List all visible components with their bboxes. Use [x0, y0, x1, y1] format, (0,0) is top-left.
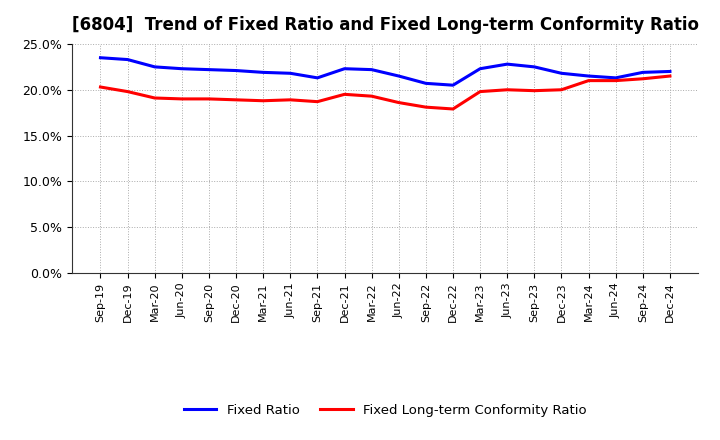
Fixed Long-term Conformity Ratio: [150, 95, 159, 101]
Fixed Long-term Conformity Ratio: [639, 76, 647, 81]
Fixed Ratio: [557, 71, 566, 76]
Fixed Long-term Conformity Ratio: [530, 88, 539, 93]
Fixed Ratio: [178, 66, 186, 71]
Fixed Ratio: [341, 66, 349, 71]
Fixed Long-term Conformity Ratio: [259, 98, 268, 103]
Fixed Ratio: [123, 57, 132, 62]
Fixed Long-term Conformity Ratio: [611, 78, 620, 83]
Fixed Long-term Conformity Ratio: [367, 94, 376, 99]
Fixed Ratio: [395, 73, 403, 79]
Fixed Long-term Conformity Ratio: [503, 87, 511, 92]
Fixed Ratio: [367, 67, 376, 72]
Fixed Long-term Conformity Ratio: [204, 96, 213, 102]
Fixed Long-term Conformity Ratio: [313, 99, 322, 104]
Fixed Ratio: [503, 62, 511, 67]
Fixed Ratio: [204, 67, 213, 72]
Fixed Long-term Conformity Ratio: [286, 97, 294, 103]
Fixed Ratio: [313, 75, 322, 81]
Fixed Ratio: [584, 73, 593, 79]
Fixed Long-term Conformity Ratio: [123, 89, 132, 94]
Fixed Long-term Conformity Ratio: [449, 106, 457, 112]
Fixed Ratio: [449, 83, 457, 88]
Fixed Long-term Conformity Ratio: [584, 78, 593, 83]
Fixed Ratio: [286, 71, 294, 76]
Fixed Long-term Conformity Ratio: [421, 105, 430, 110]
Fixed Ratio: [611, 75, 620, 81]
Fixed Long-term Conformity Ratio: [476, 89, 485, 94]
Fixed Long-term Conformity Ratio: [232, 97, 240, 103]
Legend: Fixed Ratio, Fixed Long-term Conformity Ratio: Fixed Ratio, Fixed Long-term Conformity …: [179, 398, 592, 422]
Fixed Ratio: [96, 55, 105, 60]
Fixed Ratio: [476, 66, 485, 71]
Fixed Long-term Conformity Ratio: [178, 96, 186, 102]
Fixed Long-term Conformity Ratio: [341, 92, 349, 97]
Fixed Ratio: [232, 68, 240, 73]
Fixed Long-term Conformity Ratio: [96, 84, 105, 90]
Fixed Ratio: [665, 69, 674, 74]
Fixed Long-term Conformity Ratio: [665, 73, 674, 79]
Fixed Long-term Conformity Ratio: [557, 87, 566, 92]
Fixed Long-term Conformity Ratio: [395, 100, 403, 105]
Fixed Ratio: [421, 81, 430, 86]
Line: Fixed Long-term Conformity Ratio: Fixed Long-term Conformity Ratio: [101, 76, 670, 109]
Title: [6804]  Trend of Fixed Ratio and Fixed Long-term Conformity Ratio: [6804] Trend of Fixed Ratio and Fixed Lo…: [72, 16, 698, 34]
Fixed Ratio: [639, 70, 647, 75]
Fixed Ratio: [150, 64, 159, 70]
Line: Fixed Ratio: Fixed Ratio: [101, 58, 670, 85]
Fixed Ratio: [259, 70, 268, 75]
Fixed Ratio: [530, 64, 539, 70]
